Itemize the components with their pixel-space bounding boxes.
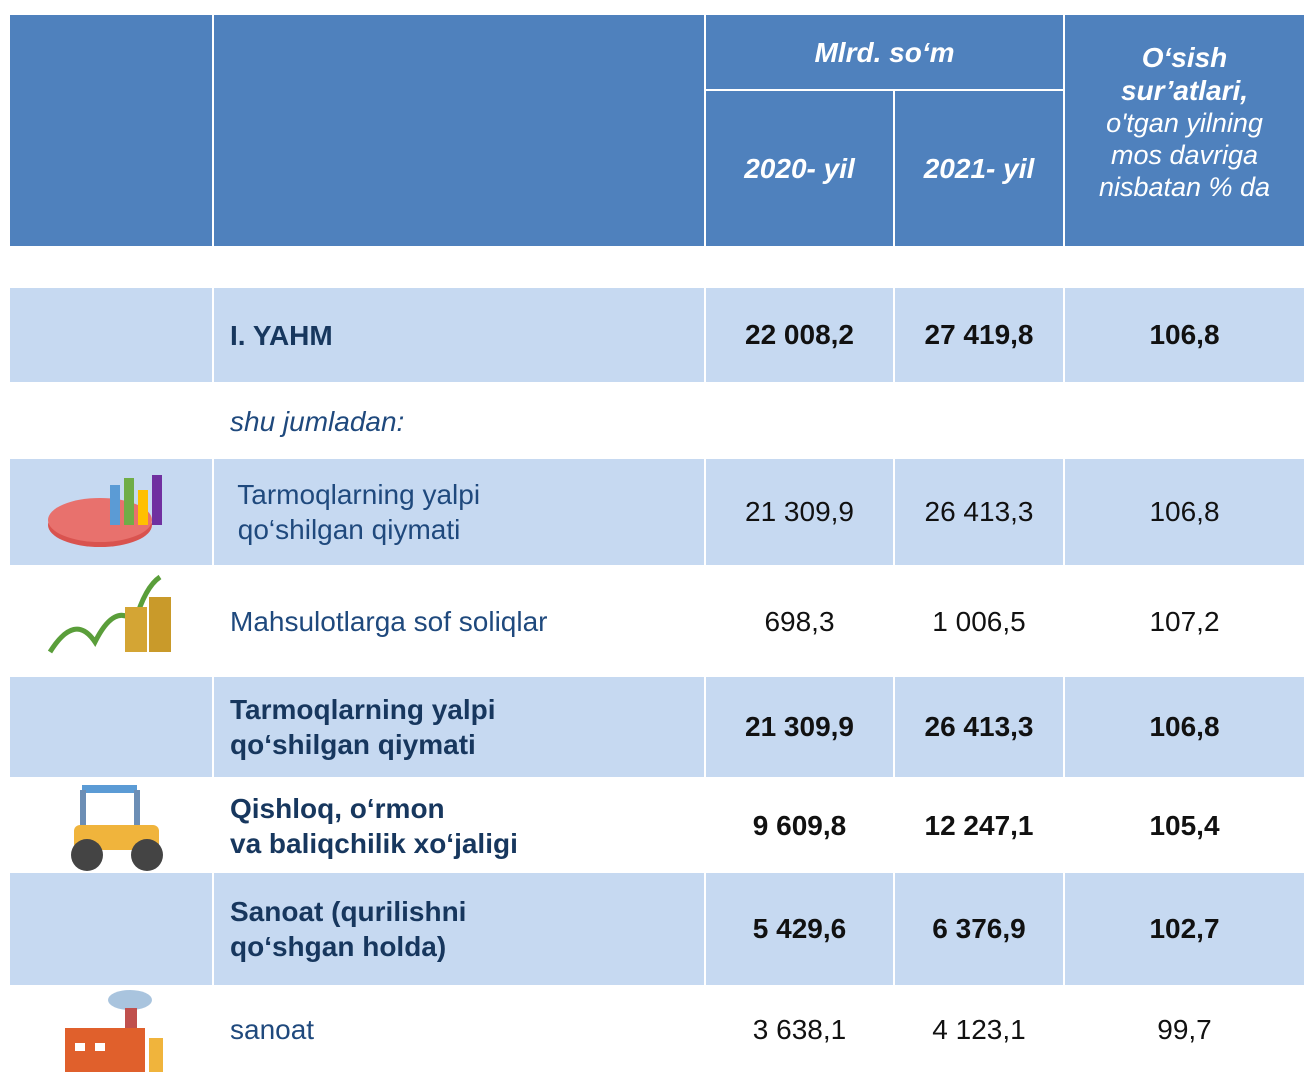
label-line: qo‘shilgan qiymati xyxy=(230,514,461,545)
row-label: Mahsulotlarga sof soliqlar xyxy=(214,567,704,676)
label-line: Qishloq, o‘rmon xyxy=(230,792,445,824)
value-cell: 26 413,3 xyxy=(895,677,1063,777)
label-line: qo‘shgan holda) xyxy=(230,931,447,962)
label-line: I. YAHM xyxy=(230,319,333,351)
value-cell: 22 008,2 xyxy=(706,288,893,382)
value-v2020: 698,3 xyxy=(764,605,835,637)
value-cell: 107,2 xyxy=(1065,567,1304,676)
header-cell xyxy=(10,15,212,246)
row-label: Sanoat (qurilishni qo‘shgan holda) xyxy=(214,873,704,985)
icon-cell xyxy=(10,677,212,777)
header-2021: 2021- yil xyxy=(895,91,1063,246)
value-cell: 99,7 xyxy=(1065,987,1304,1072)
value-cell xyxy=(706,384,893,458)
value-cell: 21 309,9 xyxy=(706,677,893,777)
value-v2021: 4 123,1 xyxy=(932,1013,1026,1045)
header-unit: Mlrd. so‘m xyxy=(706,15,1063,89)
value-v2020: 5 429,6 xyxy=(752,913,847,944)
row-label: Qishloq, o‘rmon va baliqchilik xo‘jaligi xyxy=(214,779,704,872)
value-cell: 27 419,8 xyxy=(895,288,1063,382)
value-cell: 5 429,6 xyxy=(706,873,893,985)
value-cell: 12 247,1 xyxy=(895,779,1063,872)
value-cell: 21 309,9 xyxy=(706,459,893,565)
icon-cell xyxy=(10,873,212,985)
label-line: sanoat xyxy=(230,1014,315,1045)
label-line: Tarmoqlarning yalpi xyxy=(230,479,481,510)
growth-subtitle: mos davriga xyxy=(1110,140,1259,170)
label-line: Sanoat (qurilishni xyxy=(230,896,467,927)
growth-title: sur’atlari, xyxy=(1120,75,1249,106)
row-label: I. YAHM xyxy=(214,288,704,382)
value-cell: 106,8 xyxy=(1065,459,1304,565)
value-v2020: 9 609,8 xyxy=(752,809,847,841)
row-label: shu jumladan: xyxy=(214,384,704,458)
value-v2021: 26 413,3 xyxy=(924,496,1034,527)
value-cell: 106,8 xyxy=(1065,288,1304,382)
growth-icon xyxy=(47,574,171,654)
value-cell xyxy=(895,384,1063,458)
factory-icon xyxy=(65,990,163,1072)
value-cell xyxy=(1065,384,1304,458)
value-growth: 107,2 xyxy=(1149,605,1220,637)
year-label: 2020- yil xyxy=(744,153,855,184)
growth-subtitle: nisbatan % da xyxy=(1098,172,1271,202)
value-growth: 106,8 xyxy=(1149,496,1220,527)
row-label: Tarmoqlarning yalpi qo‘shilgan qiymati xyxy=(214,459,704,565)
value-cell: 698,3 xyxy=(706,567,893,676)
value-cell: 26 413,3 xyxy=(895,459,1063,565)
value-cell: 9 609,8 xyxy=(706,779,893,872)
label-line: Mahsulotlarga sof soliqlar xyxy=(230,606,548,637)
chart-icon xyxy=(48,475,162,547)
growth-title: O‘sish xyxy=(1141,42,1228,73)
value-v2021: 1 006,5 xyxy=(932,605,1026,637)
icon-cell xyxy=(10,288,212,382)
value-cell: 3 638,1 xyxy=(706,987,893,1072)
value-v2021: 12 247,1 xyxy=(924,809,1034,841)
label-line: va baliqchilik xo‘jaligi xyxy=(230,827,518,859)
tractor-icon xyxy=(71,785,163,871)
value-v2020: 22 008,2 xyxy=(745,319,854,350)
value-growth: 106,8 xyxy=(1149,711,1220,742)
value-cell: 4 123,1 xyxy=(895,987,1063,1072)
header-2020: 2020- yil xyxy=(706,91,893,246)
label-line: qo‘shilgan qiymati xyxy=(230,729,476,760)
value-cell: 106,8 xyxy=(1065,677,1304,777)
row-label: sanoat xyxy=(214,987,704,1072)
label-line: shu jumladan: xyxy=(230,405,405,437)
value-growth: 105,4 xyxy=(1149,809,1220,841)
unit-label: Mlrd. so‘m xyxy=(814,36,955,68)
header-cell xyxy=(214,15,704,246)
value-growth: 102,7 xyxy=(1149,913,1220,944)
value-growth: 106,8 xyxy=(1149,319,1220,350)
icon-cell xyxy=(10,384,212,458)
value-cell: 105,4 xyxy=(1065,779,1304,872)
value-v2020: 21 309,9 xyxy=(745,711,854,742)
value-v2021: 27 419,8 xyxy=(924,319,1034,350)
value-cell: 1 006,5 xyxy=(895,567,1063,676)
growth-subtitle: o'tgan yilning xyxy=(1106,108,1263,138)
value-v2021: 6 376,9 xyxy=(932,913,1026,944)
year-label: 2021- yil xyxy=(923,153,1035,184)
value-cell: 102,7 xyxy=(1065,873,1304,985)
label-line: Tarmoqlarning yalpi xyxy=(230,694,496,725)
value-v2020: 21 309,9 xyxy=(745,496,854,527)
value-v2020: 3 638,1 xyxy=(752,1013,847,1045)
value-v2021: 26 413,3 xyxy=(924,711,1034,742)
value-cell: 6 376,9 xyxy=(895,873,1063,985)
value-growth: 99,7 xyxy=(1157,1013,1212,1045)
header-growth: O‘sish sur’atlari, o'tgan yilning mos davri… xyxy=(1065,15,1304,246)
row-label: Tarmoqlarning yalpi qo‘shilgan qiymati xyxy=(214,677,704,777)
